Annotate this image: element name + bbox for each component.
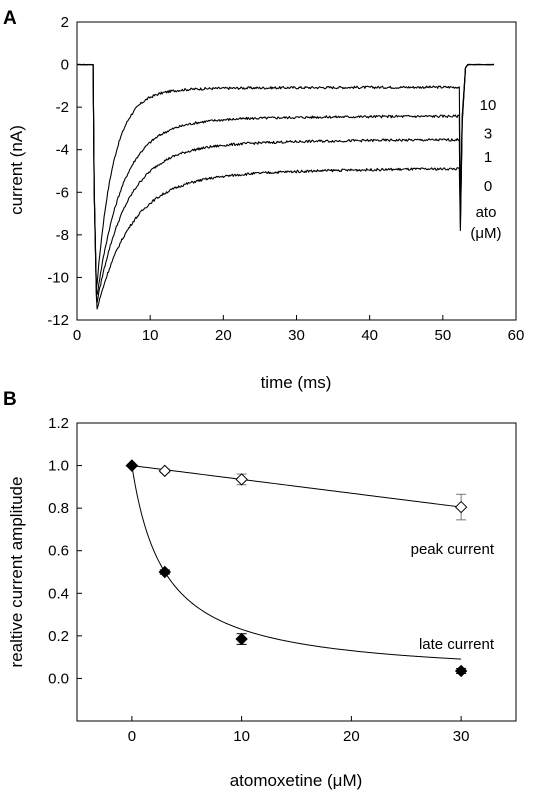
- late-current-point: [158, 565, 172, 579]
- legend-title-line2: (μM): [470, 225, 501, 242]
- data-points: [125, 459, 468, 678]
- y-tick-label-a: -8: [56, 227, 69, 244]
- y-tick-label-a: -10: [47, 269, 69, 286]
- fit-curves: [131, 465, 462, 660]
- x-tick-label-a: 50: [434, 327, 451, 344]
- y-axis-title-b: realtive current amplitude: [7, 477, 26, 668]
- x-axis-title-b: atomoxetine (μM): [230, 771, 363, 790]
- x-tick-label-b: 10: [233, 728, 250, 745]
- x-axis-a: 0 10 20 30 40 50 60: [73, 315, 525, 344]
- y-tick-label-a: -6: [56, 184, 69, 201]
- y-tick-label-b: 0.4: [48, 585, 69, 602]
- late-current-point: [125, 459, 139, 472]
- x-tick-label-b: 20: [343, 728, 360, 745]
- y-axis-a: -12 -10 -8 -6 -4 -2 0 2: [47, 14, 82, 329]
- y-tick-label-b: 0.2: [48, 628, 69, 645]
- y-tick-label-a: -12: [47, 312, 69, 329]
- series-label-late-current: late current: [419, 636, 495, 653]
- trace-3: [76, 63, 495, 296]
- x-tick-label-a: 60: [508, 327, 525, 344]
- series-label-peak-current: peak current: [411, 541, 495, 558]
- panel-b: B 0 10 20 30 0.0 0.2 0.4 0.6 0.8 1.0 1.2 peak cur…: [3, 389, 517, 790]
- peak-current-point: [158, 464, 172, 478]
- trace-label-1: 1: [484, 149, 492, 166]
- y-axis-b: 0.0 0.2 0.4 0.6 0.8 1.0 1.2: [48, 415, 82, 687]
- x-tick-label-b: 0: [128, 728, 136, 745]
- legend-title-line1: ato: [476, 204, 497, 221]
- x-tick-label-a: 0: [73, 327, 81, 344]
- y-axis-title-a: current (nA): [7, 125, 26, 215]
- current-traces: [76, 63, 495, 310]
- x-axis-title-a: time (ms): [261, 373, 332, 392]
- y-tick-label-b: 1.2: [48, 415, 69, 432]
- trace-label-10: 10: [480, 97, 497, 114]
- fit-late-current: [131, 465, 462, 660]
- x-tick-label-b: 30: [453, 728, 470, 745]
- y-tick-label-b: 0.6: [48, 543, 69, 560]
- x-tick-label-a: 20: [215, 327, 232, 344]
- panel-letter-b: B: [3, 389, 17, 410]
- x-tick-label-a: 40: [361, 327, 378, 344]
- x-tick-label-a: 10: [142, 327, 159, 344]
- y-tick-label-a: 2: [61, 14, 69, 31]
- y-tick-label-b: 0.0: [48, 670, 69, 687]
- late-current-point: [235, 632, 248, 646]
- y-tick-label-a: -4: [56, 142, 69, 159]
- y-tick-label-a: -2: [56, 99, 69, 116]
- plot-frame-b: [76, 422, 517, 722]
- late-current-point: [454, 664, 468, 678]
- trace-10: [76, 63, 495, 289]
- trace-label-3: 3: [484, 126, 492, 143]
- fit-peak-current: [131, 465, 462, 508]
- y-tick-label-a: 0: [61, 57, 69, 74]
- y-tick-label-b: 0.8: [48, 500, 69, 517]
- peak-current-point: [235, 473, 248, 486]
- x-axis-b: 0 10 20 30: [128, 716, 470, 745]
- y-tick-label-b: 1.0: [48, 458, 69, 475]
- trace-1: [76, 63, 495, 304]
- trace-label-0: 0: [484, 178, 492, 195]
- trace-0: [76, 63, 495, 310]
- peak-current-point: [454, 500, 468, 514]
- x-tick-label-a: 30: [288, 327, 305, 344]
- panel-letter-a: A: [3, 8, 17, 29]
